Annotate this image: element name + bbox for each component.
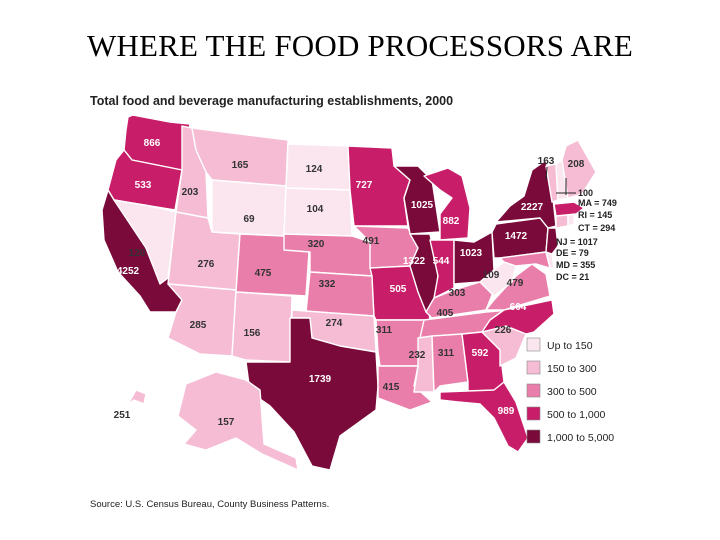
state-value-or: 533 xyxy=(135,180,152,191)
state-value-nm: 156 xyxy=(244,328,261,339)
state-ri xyxy=(567,213,575,227)
ne-label-dc: DC = 21 xyxy=(556,272,589,282)
state-value-ks: 332 xyxy=(319,279,336,290)
state-value-vt: 163 xyxy=(538,156,555,167)
state-value-oh: 1023 xyxy=(460,248,483,259)
ne-label-ri: RI = 145 xyxy=(578,210,612,220)
state-nm xyxy=(231,291,293,363)
state-ma xyxy=(553,201,585,217)
legend-label-3: 300 to 500 xyxy=(547,386,597,398)
state-ks xyxy=(305,271,375,317)
state-value-me: 208 xyxy=(568,159,585,170)
state-value-az: 285 xyxy=(190,320,207,331)
state-value-wy: 69 xyxy=(243,214,255,225)
state-value-tn: 405 xyxy=(437,308,454,319)
state-value-fl: 989 xyxy=(498,406,515,417)
state-hi xyxy=(119,389,147,411)
state-value-il: 1322 xyxy=(403,256,426,267)
state-value-mn: 727 xyxy=(356,180,373,191)
state-value-id: 203 xyxy=(182,187,199,198)
state-value-hi: 251 xyxy=(114,410,131,421)
legend-swatch-1 xyxy=(526,337,541,352)
state-value-ok: 274 xyxy=(326,318,343,329)
ne-label-md: MD = 355 xyxy=(556,260,595,270)
ne-label-nh: 100 xyxy=(578,188,593,198)
state-value-ca: 4252 xyxy=(117,266,140,277)
state-value-ak: 157 xyxy=(218,417,235,428)
legend-swatch-4 xyxy=(526,406,541,421)
state-value-tx: 1739 xyxy=(309,374,332,385)
state-ms xyxy=(413,335,435,393)
state-wy xyxy=(211,179,287,237)
ne-label-ct: CT = 294 xyxy=(578,223,615,233)
state-value-nv: 120 xyxy=(129,248,146,259)
source-note: Source: U.S. Census Bureau, County Busin… xyxy=(90,499,330,510)
state-value-wi: 1025 xyxy=(411,200,434,211)
legend-swatch-3 xyxy=(526,383,541,398)
state-ak xyxy=(177,371,299,471)
state-value-sd: 104 xyxy=(307,204,324,215)
state-in xyxy=(429,239,455,299)
state-value-mi: 882 xyxy=(443,216,460,227)
state-value-la: 415 xyxy=(383,382,400,393)
state-mi xyxy=(423,167,471,241)
legend-label-2: 150 to 300 xyxy=(547,363,597,375)
legend-label-4: 500 to 1,000 xyxy=(547,409,606,421)
state-value-ar: 311 xyxy=(376,325,393,336)
state-value-wv: 109 xyxy=(483,270,500,281)
state-or xyxy=(107,149,183,211)
ne-label-ma: MA = 749 xyxy=(578,198,617,208)
state-al xyxy=(431,333,469,393)
legend: Up to 150 150 to 300 300 to 500 500 to 1,00… xyxy=(526,337,614,444)
state-value-ut: 276 xyxy=(198,259,215,270)
state-value-ms: 232 xyxy=(409,350,426,361)
state-fl xyxy=(439,381,529,453)
legend-label-5: 1,000 to 5,000 xyxy=(547,432,614,444)
ne-label-de: DE = 79 xyxy=(556,248,589,258)
state-va xyxy=(485,263,551,311)
state-value-co: 475 xyxy=(255,268,272,279)
state-value-sc: 226 xyxy=(495,325,512,336)
state-value-in: 544 xyxy=(433,256,450,267)
state-value-va: 479 xyxy=(507,278,524,289)
ne-label-nj: NJ = 1017 xyxy=(556,237,598,247)
state-value-mo: 505 xyxy=(390,284,407,295)
state-nj xyxy=(545,227,559,255)
state-value-ne: 320 xyxy=(308,239,325,250)
state-value-ky: 303 xyxy=(449,288,466,299)
legend-label-1: Up to 150 xyxy=(547,340,593,352)
state-value-ga: 592 xyxy=(472,348,489,359)
state-value-ny: 2227 xyxy=(521,202,544,213)
state-value-al: 311 xyxy=(438,348,455,359)
state-value-pa: 1472 xyxy=(505,231,528,242)
state-value-mt: 165 xyxy=(232,160,249,171)
slide-title: WHERE THE FOOD PROCESSORS ARE xyxy=(86,28,634,63)
state-wi xyxy=(393,165,441,235)
map-title: Total food and beverage manufacturing es… xyxy=(90,94,454,108)
state-me xyxy=(561,139,597,199)
state-value-nd: 124 xyxy=(306,164,323,175)
state-value-nc: 604 xyxy=(510,302,527,313)
state-value-ia: 491 xyxy=(363,236,380,247)
state-value-wa: 866 xyxy=(144,138,161,149)
legend-swatch-2 xyxy=(526,360,541,375)
legend-swatch-5 xyxy=(526,429,541,444)
state-tx xyxy=(245,317,379,471)
state-nc xyxy=(481,299,555,335)
